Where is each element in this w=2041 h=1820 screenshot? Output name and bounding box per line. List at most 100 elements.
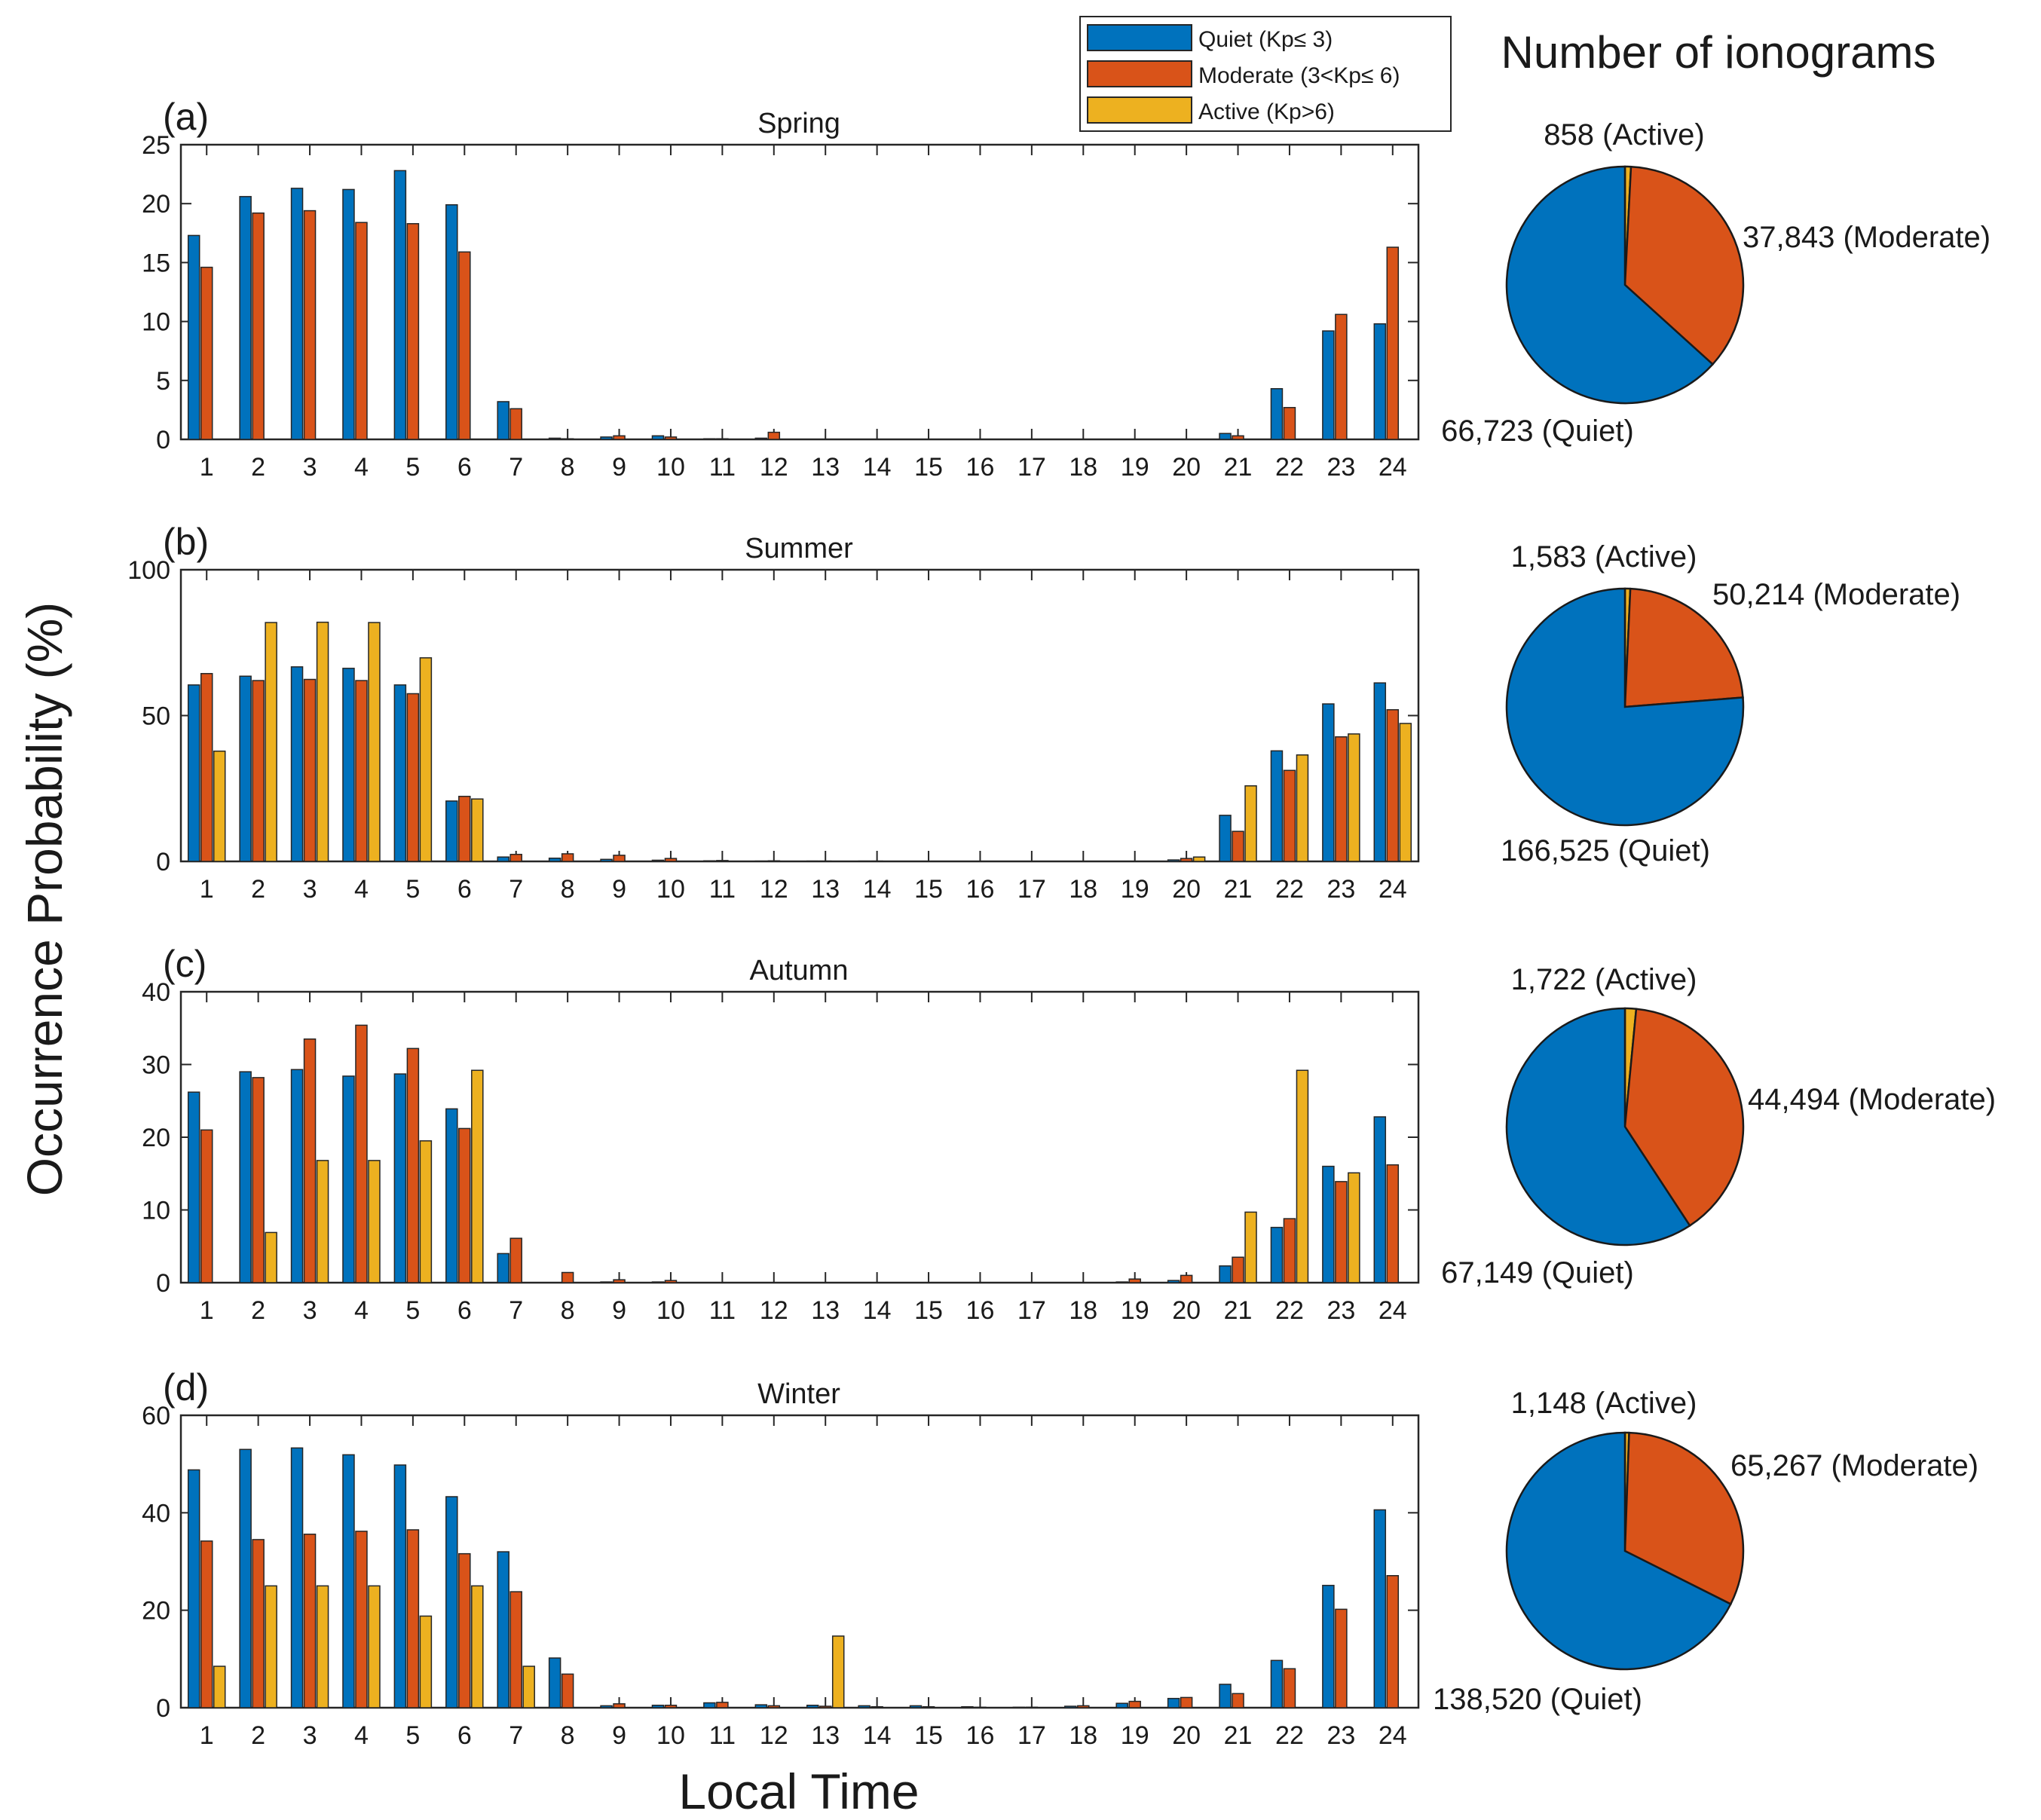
bar-active <box>1192 856 1206 862</box>
x-tick-label: 20 <box>1172 1296 1201 1325</box>
bar-moderate <box>1335 1181 1348 1283</box>
y-tick-label: 0 <box>156 1269 170 1298</box>
bar-moderate <box>613 855 626 862</box>
legend-swatch-active <box>1087 96 1192 124</box>
y-tick-label: 0 <box>156 1694 170 1723</box>
bar-active <box>265 1231 277 1283</box>
bar-moderate <box>561 1673 574 1708</box>
panel-title: Winter <box>757 1378 840 1410</box>
x-tick-label: 17 <box>1017 875 1046 904</box>
bar-moderate <box>303 1534 317 1708</box>
bar-quiet <box>548 437 562 440</box>
bar-moderate <box>355 1531 368 1708</box>
bar-quiet <box>600 858 613 862</box>
bar-quiet <box>600 1281 613 1283</box>
bar-moderate <box>509 408 522 440</box>
legend: Quiet (Kp≤ 3) Moderate (3<Kp≤ 6) Active … <box>1079 16 1452 132</box>
legend-label-quiet: Quiet (Kp≤ 3) <box>1198 27 1333 52</box>
bar-quiet <box>806 1705 819 1708</box>
bar-quiet <box>342 188 355 440</box>
x-tick-label: 8 <box>561 1721 575 1750</box>
y-tick-label: 25 <box>142 131 170 160</box>
x-tick-label: 16 <box>966 1296 995 1325</box>
bar-quiet <box>1322 703 1335 862</box>
bar-quiet <box>239 1071 252 1283</box>
x-tick-label: 5 <box>405 875 420 904</box>
bar-moderate <box>1128 1278 1141 1283</box>
panel-title: Spring <box>757 108 840 139</box>
x-tick-label: 11 <box>709 1721 736 1750</box>
x-tick-label: 4 <box>354 453 369 482</box>
pie-label-quiet: 67,149 (Quiet) <box>1441 1256 1634 1289</box>
x-tick-label: 18 <box>1069 875 1097 904</box>
bar-moderate <box>664 858 678 862</box>
pie-slice-quiet <box>1505 1431 1732 1671</box>
bar-quiet <box>497 1253 509 1283</box>
x-tick-label: 18 <box>1069 453 1097 482</box>
bar-moderate <box>355 680 368 862</box>
x-tick-label: 16 <box>966 875 995 904</box>
bar-active <box>522 1666 535 1708</box>
bar-quiet <box>1373 323 1387 440</box>
bar-moderate <box>406 223 420 440</box>
bar-quiet <box>1219 1265 1232 1283</box>
pie-label-active: 1,722 (Active) <box>1511 963 1697 996</box>
bar-active <box>1244 785 1257 862</box>
x-tick-label: 19 <box>1121 1721 1149 1750</box>
x-tick-label: 22 <box>1275 1296 1304 1325</box>
y-tick-label: 20 <box>142 190 170 219</box>
pie-slice-moderate <box>1623 165 1745 366</box>
x-tick-label: 17 <box>1017 1296 1046 1325</box>
bar-moderate <box>509 1237 522 1283</box>
bar-quiet <box>1270 1659 1284 1708</box>
y-tick-label: 5 <box>156 367 170 396</box>
x-tick-label: 15 <box>914 1721 943 1750</box>
bar-moderate <box>355 1024 368 1283</box>
x-tick-label: 12 <box>760 875 788 904</box>
bar-moderate <box>200 1540 213 1708</box>
bar-quiet <box>393 1464 407 1708</box>
bar-moderate <box>819 1705 832 1708</box>
bar-moderate <box>613 435 626 440</box>
bar-quiet <box>1115 1702 1128 1708</box>
bar-quiet <box>651 1705 665 1708</box>
bar-moderate <box>1335 736 1348 862</box>
x-tick-label: 21 <box>1224 1296 1253 1325</box>
bar-active <box>265 622 277 862</box>
x-tick-label: 15 <box>914 1296 943 1325</box>
x-tick-label: 23 <box>1326 875 1355 904</box>
x-tick-label: 9 <box>612 1721 626 1750</box>
bar-moderate <box>871 1705 883 1708</box>
x-tick-label: 1 <box>200 1296 214 1325</box>
x-tick-label: 13 <box>811 1296 840 1325</box>
pie-label-moderate: 44,494 (Moderate) <box>1748 1083 1996 1116</box>
x-tick-label: 4 <box>354 1721 369 1750</box>
legend-label-moderate: Moderate (3<Kp≤ 6) <box>1198 63 1400 88</box>
x-tick-label: 23 <box>1326 1721 1355 1750</box>
x-tick-label: 14 <box>863 453 892 482</box>
y-tick-label: 20 <box>142 1597 170 1626</box>
x-tick-label: 18 <box>1069 1721 1097 1750</box>
bar-quiet <box>290 188 304 440</box>
bar-moderate <box>1335 1608 1348 1708</box>
x-tick-label: 2 <box>251 1296 265 1325</box>
bar-quiet <box>1167 1697 1180 1708</box>
bar-quiet <box>342 1454 355 1708</box>
bar-moderate <box>1180 858 1193 862</box>
x-tick-label: 22 <box>1275 875 1304 904</box>
bar-moderate <box>252 1539 265 1708</box>
bar-active <box>316 1585 329 1708</box>
x-tick-label: 21 <box>1224 1721 1253 1750</box>
bar-quiet <box>187 684 200 862</box>
bar-active <box>368 622 381 862</box>
axes-box <box>179 1414 1420 1709</box>
bar-moderate <box>303 1038 317 1283</box>
x-tick-label: 11 <box>709 875 736 904</box>
bar-moderate <box>406 693 420 862</box>
bar-quiet <box>1373 1116 1387 1283</box>
bar-active <box>471 1069 484 1283</box>
x-tick-label: 22 <box>1275 1721 1304 1750</box>
bar-quiet <box>1322 1584 1335 1708</box>
